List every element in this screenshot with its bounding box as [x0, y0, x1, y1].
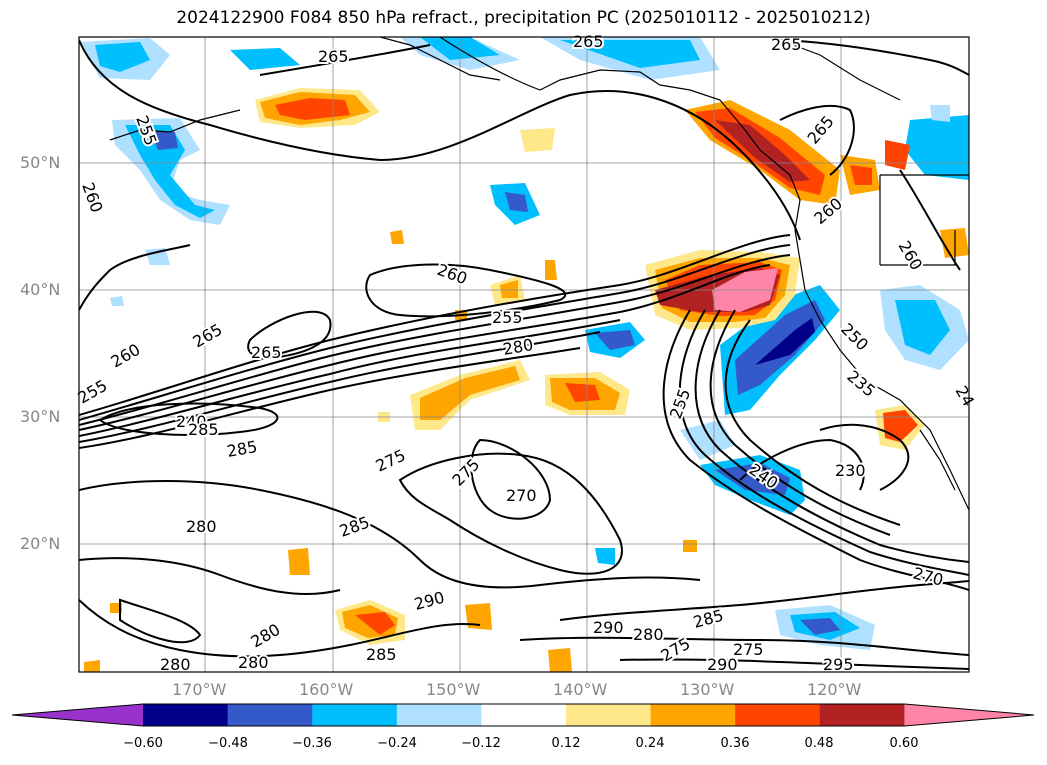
colorbar-swatch [819, 704, 905, 726]
contour-label: 280 [238, 653, 269, 672]
colorbar-swatch [312, 704, 398, 726]
colorbar-tick: 0.12 [551, 736, 581, 751]
refractivity-contours [79, 39, 969, 670]
coastlines [109, 37, 969, 511]
lat-label: 20°N [20, 534, 61, 553]
contour-label: 265 [251, 343, 282, 362]
map-title: 2024122900 F084 850 hPa refract., precip… [176, 8, 871, 28]
map-frame [78, 36, 970, 673]
lat-label: 40°N [20, 280, 61, 299]
lat-label: 50°N [20, 153, 61, 172]
contour-label: 280 [633, 625, 664, 644]
colorbar-tick: 0.48 [804, 736, 834, 751]
colorbar-tick: −0.24 [377, 736, 417, 751]
contour-label: 290 [593, 618, 624, 637]
colorbar-tick: −0.36 [292, 736, 332, 751]
colorbar-extend-high [904, 704, 1034, 726]
lon-label: 170°W [172, 680, 227, 699]
map-area [79, 37, 969, 672]
lon-label: 150°W [426, 680, 481, 699]
lon-label: 120°W [807, 680, 862, 699]
colorbar-tick: 0.60 [889, 736, 919, 751]
lon-label: 130°W [680, 680, 735, 699]
contour-label: 265 [573, 32, 604, 51]
colorbar-swatch [566, 704, 652, 726]
lon-label: 140°W [553, 680, 608, 699]
colorbar [11, 703, 1035, 727]
colorbar-swatch [396, 704, 482, 726]
lat-label: 30°N [20, 407, 61, 426]
colorbar-swatch [481, 704, 567, 726]
colorbar-tick: 0.24 [635, 736, 665, 751]
colorbar-swatch [735, 704, 821, 726]
colorbar-swatch [650, 704, 736, 726]
contour-label: 280 [186, 517, 217, 536]
contour-label: 295 [823, 655, 854, 674]
colorbar-tick: −0.12 [461, 736, 501, 751]
contour-label: 230 [835, 461, 866, 480]
colorbar-outline [11, 703, 1035, 727]
precip-shading [80, 37, 969, 672]
contour-label: 265 [771, 35, 802, 54]
contour-label: 280 [160, 655, 191, 674]
contour-label: 270 [506, 486, 537, 505]
lon-label: 160°W [299, 680, 354, 699]
colorbar-tick: −0.48 [208, 736, 248, 751]
contour-label: 265 [318, 47, 349, 66]
contour-label: 285 [366, 645, 397, 664]
colorbar-extend-low [12, 704, 143, 726]
colorbar-swatch [227, 704, 313, 726]
colorbar-swatch [143, 704, 229, 726]
contour-label: 290 [707, 655, 738, 674]
contour-label: 285 [188, 420, 219, 439]
contour-label: 240 [176, 412, 207, 431]
colorbar-tick: −0.60 [123, 736, 163, 751]
contour-label: 275 [733, 640, 764, 659]
colorbar-tick: 0.36 [720, 736, 750, 751]
contour-label: 255 [492, 308, 523, 327]
